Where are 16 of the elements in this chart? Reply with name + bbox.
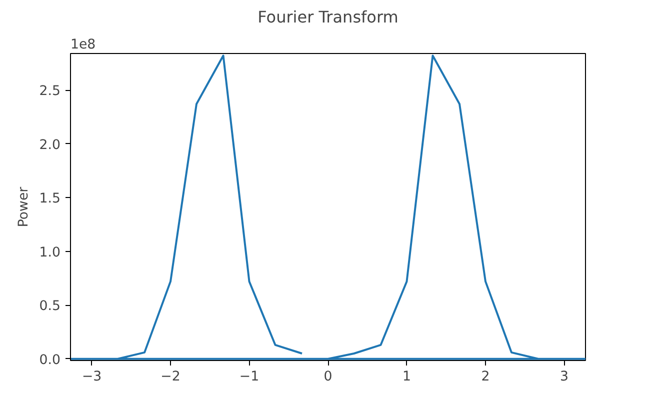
y-tick-label: 0.0 [39, 352, 61, 368]
y-axis-title: Power [16, 186, 32, 228]
y-tick-label: 2.5 [39, 84, 61, 100]
y-tick-label: 0.5 [39, 299, 61, 314]
x-tick-label: 0 [324, 370, 332, 384]
x-tick-label: 3 [560, 370, 568, 384]
y-tick-label: 1.0 [39, 245, 61, 260]
text: 1e8 [70, 38, 96, 52]
x-tick-label: 1 [402, 370, 411, 384]
y-tick-label: 1.5 [39, 192, 61, 207]
x-tick-label: −3 [82, 370, 102, 384]
x-tick-label: 2 [481, 370, 490, 384]
y-tick-label: 2.0 [39, 138, 61, 153]
x-tick-label: −2 [160, 370, 180, 384]
x-tick-label: −1 [239, 370, 260, 384]
chart-title: Fourier Transform [258, 8, 398, 26]
